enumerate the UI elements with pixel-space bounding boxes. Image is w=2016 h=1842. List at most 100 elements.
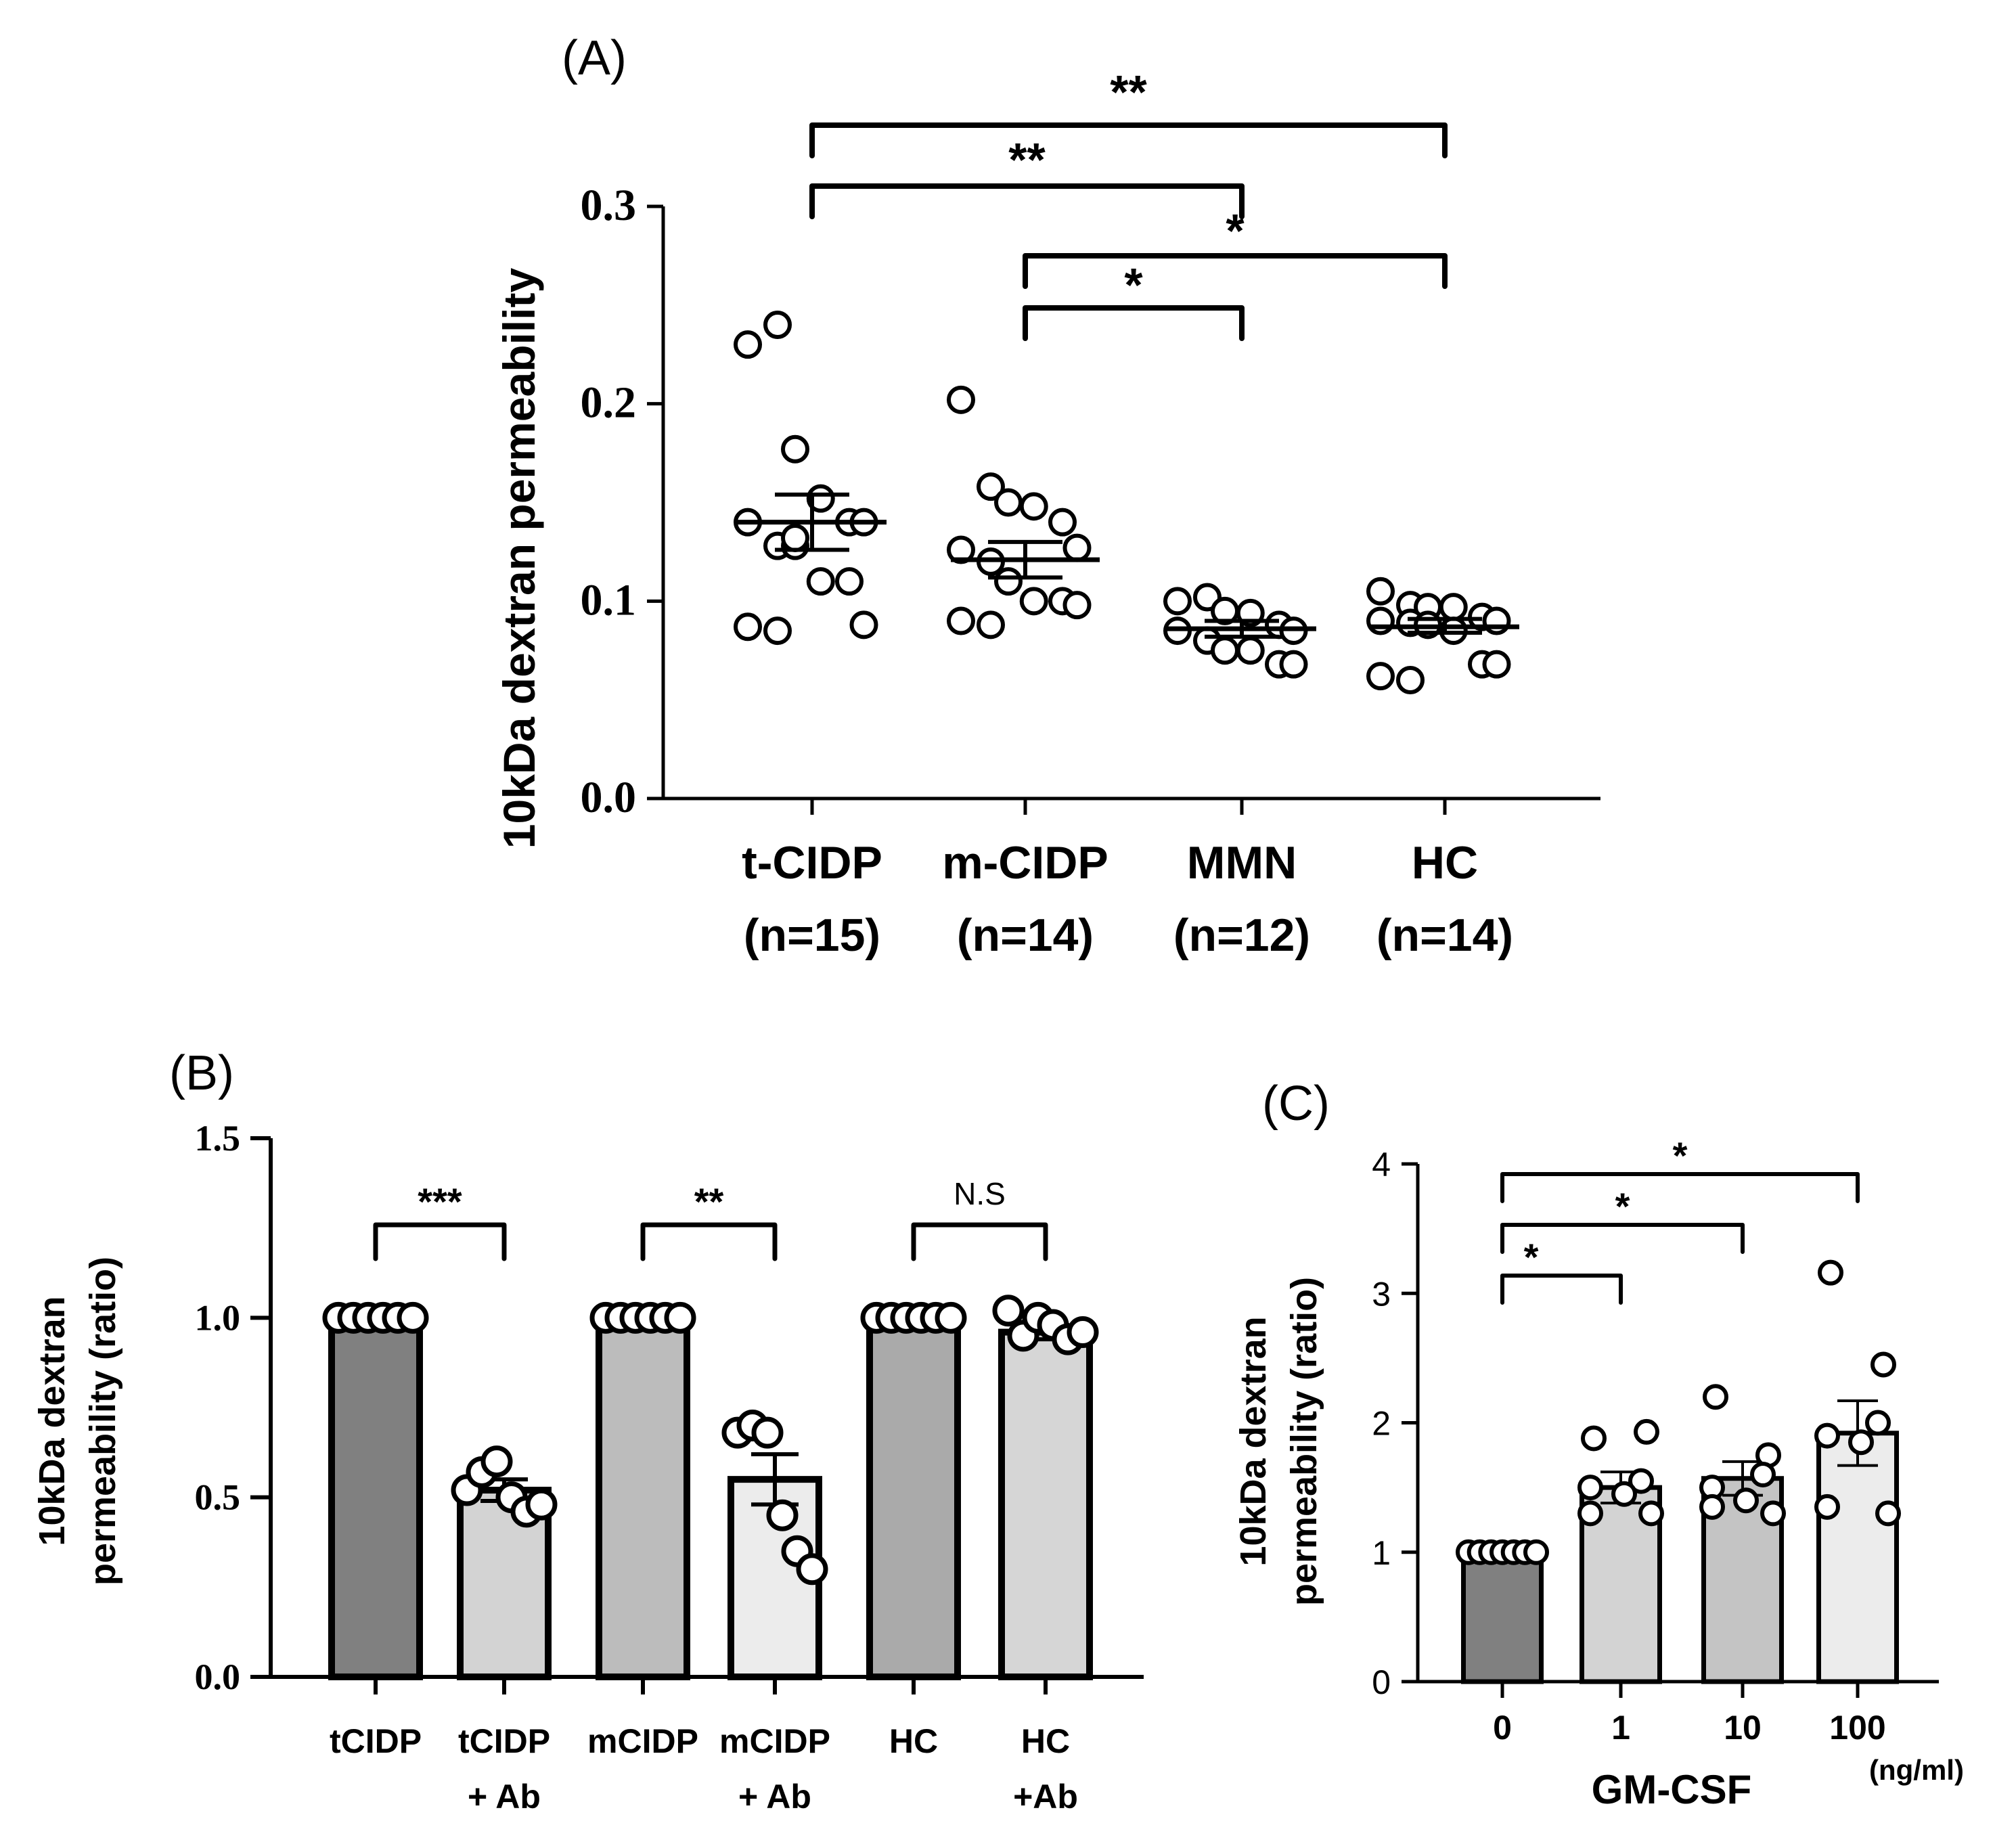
panel-c-bar bbox=[1816, 1431, 1899, 1684]
panel-b-y-tick-label: 0.5 bbox=[195, 1477, 241, 1518]
panel-c-sig-label: * bbox=[1673, 1134, 1688, 1177]
panel-b-x-tick-label: HC bbox=[1021, 1722, 1070, 1760]
panel-b-bar bbox=[998, 1328, 1093, 1681]
panel-b-x-ticks: tCIDP tCIDP + Ab mCIDP mCIDP + Ab HC HC +Ab bbox=[330, 1677, 1078, 1816]
panel-b-bar bbox=[328, 1314, 423, 1681]
panel-c-significance: * * * bbox=[1500, 1134, 1860, 1305]
panel-a: (A) 10kDa dextran permeability 0.0 0.1 0.2… bbox=[494, 31, 1600, 961]
panel-a-data-point bbox=[1163, 587, 1192, 616]
panel-b: (B) 10kDa dextran permeability (ratio) 0… bbox=[32, 1046, 1144, 1816]
panel-b-data-point bbox=[766, 1499, 799, 1531]
panel-b-bar bbox=[596, 1314, 690, 1681]
panel-c-x-tick-label: 0 bbox=[1493, 1709, 1512, 1747]
panel-a-y-tick-label: 0.2 bbox=[581, 378, 637, 428]
panel-c-y-tick-label: 2 bbox=[1372, 1405, 1391, 1443]
panel-c: (C) 10kDa dextran permeability (ratio) 0… bbox=[1233, 1077, 1964, 1812]
panel-a-means bbox=[738, 492, 1519, 639]
panel-b-x-tick-label: mCIDP bbox=[587, 1722, 698, 1760]
panel-a-data-point bbox=[835, 567, 864, 596]
panel-a-data-point bbox=[1439, 593, 1468, 622]
panel-a-data-point bbox=[1019, 587, 1048, 616]
panel-a-data-point bbox=[781, 434, 809, 464]
panel-c-data-point bbox=[1848, 1429, 1874, 1456]
panel-a-data-point bbox=[806, 484, 835, 513]
panel-c-ylabel-line1: 10kDa dextran bbox=[1233, 1316, 1274, 1566]
panel-c-label: (C) bbox=[1262, 1077, 1330, 1131]
panel-b-data-point bbox=[935, 1301, 967, 1334]
panel-b-sig-label: ** bbox=[694, 1180, 724, 1223]
panel-a-data-point bbox=[977, 610, 1005, 639]
panel-c-data-point bbox=[1760, 1500, 1786, 1527]
panel-a-x-tick-n: (n=15) bbox=[744, 909, 880, 961]
panel-c-sig-bracket bbox=[1500, 1223, 1745, 1254]
panel-a-data-point bbox=[1236, 636, 1265, 665]
panel-a-sig-bracket bbox=[809, 183, 1245, 219]
panel-c-data-point bbox=[1750, 1462, 1776, 1487]
panel-a-data-point bbox=[781, 524, 809, 552]
panel-a-data-point bbox=[947, 606, 975, 635]
panel-c-x-tick-label: 10 bbox=[1724, 1709, 1762, 1747]
panel-b-x-tick-label-line2: + Ab bbox=[468, 1778, 541, 1816]
panel-a-data-point bbox=[734, 612, 762, 642]
panel-a-ylabel: 10kDa dextran permeability bbox=[494, 268, 544, 849]
panel-a-x-tick-label: MMN bbox=[1187, 837, 1297, 889]
panel-c-y-ticks: 0 1 2 3 4 bbox=[1372, 1146, 1418, 1701]
panel-a-label: (A) bbox=[562, 31, 627, 85]
panel-c-y-tick-label: 1 bbox=[1372, 1534, 1391, 1572]
panel-a-data-point bbox=[1482, 650, 1511, 679]
panel-a-x-tick-label: HC bbox=[1412, 837, 1478, 889]
panel-b-data-point bbox=[992, 1295, 1025, 1327]
panel-b-sig-bracket bbox=[640, 1222, 778, 1261]
panel-c-y-tick-label: 0 bbox=[1372, 1663, 1391, 1701]
panel-b-x-tick-label: HC bbox=[889, 1722, 938, 1760]
panel-c-ylabel-line2: permeability (ratio) bbox=[1284, 1277, 1324, 1606]
panel-b-bar bbox=[866, 1314, 961, 1681]
panel-c-xlabel: GM-CSF bbox=[1592, 1767, 1752, 1812]
panel-c-data-point bbox=[1577, 1500, 1603, 1527]
panel-c-data-point bbox=[1523, 1539, 1549, 1565]
panel-c-x-ticks: 0 1 10 100 bbox=[1493, 1682, 1886, 1747]
panel-b-data-point bbox=[796, 1553, 828, 1586]
panel-c-sig-bracket bbox=[1500, 1172, 1860, 1203]
panel-b-y-tick-label: 1.5 bbox=[195, 1118, 241, 1159]
panel-b-significance: *** ** N.S bbox=[373, 1176, 1048, 1261]
panel-c-y-tick-label: 3 bbox=[1372, 1275, 1391, 1313]
panel-b-data-point bbox=[397, 1301, 429, 1334]
panel-b-data-point bbox=[751, 1416, 784, 1449]
panel-b-x-tick-label-line2: +Ab bbox=[1013, 1778, 1078, 1816]
panel-b-label: (B) bbox=[169, 1046, 234, 1100]
panel-b-error-bars bbox=[480, 1322, 1069, 1507]
panel-c-data-point bbox=[1581, 1425, 1607, 1452]
panel-a-data-point bbox=[1062, 591, 1092, 620]
panel-a-data-point bbox=[734, 330, 762, 359]
panel-a-sig-label: * bbox=[1124, 259, 1143, 311]
panel-a-sig-label: ** bbox=[1008, 133, 1046, 186]
panel-c-x-tick-label: 1 bbox=[1611, 1709, 1630, 1747]
panel-b-sig-label: *** bbox=[418, 1180, 462, 1223]
panel-c-data-point bbox=[1814, 1422, 1840, 1449]
panel-a-data-point bbox=[1482, 606, 1511, 635]
panel-b-x-tick-label-line2: + Ab bbox=[738, 1778, 811, 1816]
panel-a-data-point bbox=[1366, 606, 1395, 635]
panel-c-sig-label: * bbox=[1615, 1185, 1630, 1228]
panel-c-data-point bbox=[1818, 1259, 1843, 1286]
panel-c-data-point bbox=[1634, 1418, 1659, 1445]
panel-c-data-point bbox=[1638, 1500, 1664, 1527]
panel-b-x-tick-label: tCIDP bbox=[330, 1722, 422, 1760]
panel-c-data-point bbox=[1875, 1500, 1901, 1527]
panel-a-significance: ****** bbox=[809, 66, 1448, 341]
panel-a-y-ticks: 0.0 0.1 0.2 0.3 bbox=[581, 181, 663, 822]
panel-a-data-point bbox=[1062, 533, 1092, 562]
panel-a-data-point bbox=[1366, 577, 1395, 606]
panel-b-y-tick-label: 1.0 bbox=[195, 1297, 241, 1338]
panel-a-sig-bracket bbox=[809, 122, 1448, 158]
panel-b-data-point bbox=[525, 1488, 558, 1521]
panel-c-data-point bbox=[1865, 1410, 1891, 1436]
panel-a-data-point bbox=[994, 488, 1023, 517]
panel-a-x-tick-label: t-CIDP bbox=[742, 837, 882, 889]
panel-a-x-tick-label: m-CIDP bbox=[942, 837, 1108, 889]
panel-a-data-point bbox=[1396, 666, 1425, 694]
panel-c-x-tick-label: 100 bbox=[1829, 1709, 1885, 1747]
panel-b-data-point bbox=[1067, 1316, 1099, 1349]
panel-a-sig-label: ** bbox=[1110, 66, 1147, 118]
